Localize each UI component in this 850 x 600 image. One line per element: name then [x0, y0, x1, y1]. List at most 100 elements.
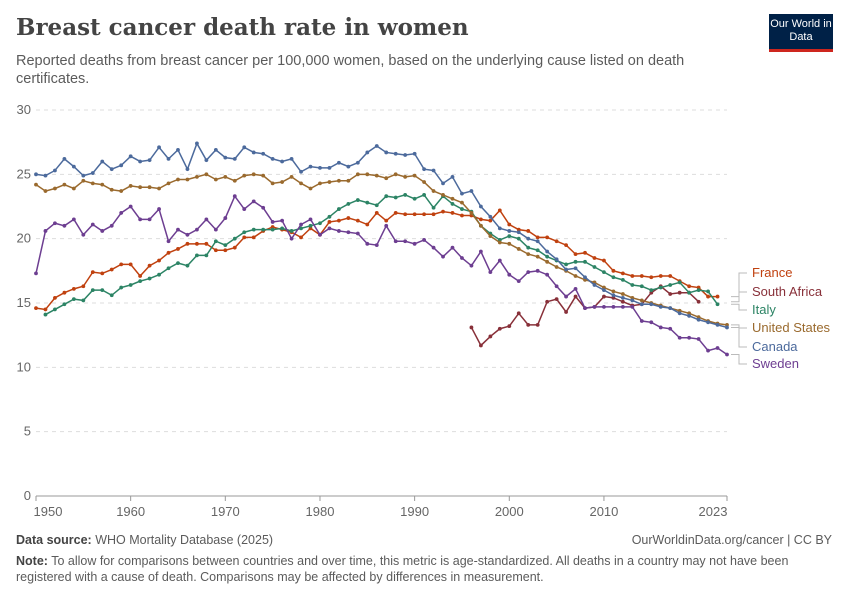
data-point-sweden: [516, 279, 521, 284]
data-point-sweden: [34, 271, 38, 276]
data-point-sweden: [327, 226, 332, 231]
data-point-canada: [422, 167, 426, 172]
data-point-united-states: [204, 172, 209, 177]
data-point-canada: [668, 306, 673, 311]
data-point-canada: [725, 325, 729, 330]
data-point-italy: [602, 270, 606, 275]
data-point-canada: [242, 145, 247, 150]
data-point-canada: [431, 168, 436, 173]
data-point-canada: [460, 191, 464, 196]
data-point-sweden: [119, 211, 124, 215]
data-point-sweden: [677, 335, 682, 340]
data-point-united-states: [639, 298, 644, 303]
data-point-united-states: [412, 173, 417, 178]
data-point-canada: [355, 160, 360, 165]
data-point-italy: [687, 290, 692, 295]
data-point-italy: [355, 198, 360, 202]
data-point-france: [412, 212, 417, 217]
x-tick-label: 1990: [400, 504, 429, 519]
source-text[interactable]: WHO Mortality Database (2025): [95, 533, 274, 547]
data-point-italy: [176, 261, 180, 266]
data-point-france: [620, 271, 625, 276]
data-point-sweden: [535, 268, 540, 273]
data-point-sweden: [460, 256, 464, 260]
data-point-sweden: [223, 216, 228, 220]
data-point-united-states: [441, 193, 445, 197]
data-point-united-states: [223, 175, 228, 179]
data-point-france: [157, 258, 161, 263]
data-point-sweden: [431, 245, 436, 250]
data-point-united-states: [119, 189, 124, 193]
data-point-canada: [204, 158, 209, 163]
data-point-united-states: [337, 178, 341, 183]
license[interactable]: OurWorldinData.org/cancer | CC BY: [631, 533, 832, 547]
data-point-united-states: [516, 247, 521, 251]
data-point-italy: [100, 288, 105, 293]
data-point-france: [573, 252, 578, 257]
data-point-france: [535, 235, 540, 240]
data-point-canada: [545, 249, 550, 254]
data-point-france: [374, 211, 379, 215]
chart-title: Breast cancer death rate in women: [16, 14, 469, 41]
data-point-france: [403, 212, 408, 217]
data-point-france: [602, 258, 606, 263]
data-point-south-africa: [469, 325, 474, 330]
data-point-canada: [554, 257, 559, 262]
data-point-sweden: [715, 346, 720, 350]
data-point-italy: [564, 262, 568, 267]
data-point-italy: [299, 226, 303, 231]
data-point-canada: [147, 158, 152, 163]
data-point-canada: [138, 159, 143, 164]
data-point-france: [213, 248, 218, 253]
data-point-france: [649, 275, 654, 280]
data-point-france: [185, 241, 190, 246]
data-point-united-states: [554, 265, 559, 269]
owid-logo[interactable]: Our World in Data: [769, 14, 833, 52]
data-point-italy: [109, 293, 114, 298]
data-point-italy: [81, 298, 86, 303]
data-point-sweden: [166, 239, 171, 244]
data-point-sweden: [299, 222, 303, 227]
data-point-united-states: [535, 254, 540, 259]
data-point-united-states: [478, 223, 483, 228]
data-point-italy: [450, 202, 455, 206]
data-point-italy: [696, 288, 701, 293]
data-point-sweden: [441, 254, 445, 259]
data-point-sweden: [592, 304, 597, 309]
x-tick-label: 1950: [34, 504, 63, 519]
data-point-sweden: [90, 222, 95, 227]
data-point-italy: [573, 259, 578, 264]
data-point-united-states: [374, 173, 379, 178]
data-point-italy: [460, 207, 464, 211]
data-point-sweden: [109, 223, 114, 228]
data-point-france: [526, 229, 531, 233]
data-point-italy: [213, 239, 218, 244]
data-point-italy: [677, 280, 682, 285]
note-text: To allow for comparisons between countri…: [16, 554, 789, 584]
legend-connector: [731, 326, 747, 348]
data-point-sweden: [270, 220, 275, 224]
data-point-france: [251, 235, 256, 240]
data-source: Data source: WHO Mortality Database (202…: [16, 533, 273, 547]
data-point-canada: [696, 317, 701, 322]
data-point-france: [355, 218, 360, 223]
data-point-france: [232, 245, 237, 250]
data-point-united-states: [242, 173, 247, 178]
data-point-france: [431, 212, 436, 217]
data-point-italy: [346, 202, 351, 206]
data-point-united-states: [422, 180, 426, 184]
data-point-south-africa: [554, 297, 559, 302]
data-point-france: [346, 216, 351, 220]
data-point-italy: [318, 221, 322, 226]
data-point-italy: [658, 285, 663, 290]
data-point-south-africa: [602, 294, 606, 299]
data-point-italy: [403, 193, 408, 197]
legend-label-italy: Italy: [752, 302, 776, 317]
data-point-sweden: [147, 217, 152, 222]
data-point-canada: [308, 164, 313, 169]
data-point-canada: [658, 304, 663, 309]
data-point-south-africa: [535, 322, 540, 327]
data-point-italy: [185, 263, 190, 268]
data-point-south-africa: [620, 299, 625, 304]
data-point-canada: [62, 156, 67, 161]
